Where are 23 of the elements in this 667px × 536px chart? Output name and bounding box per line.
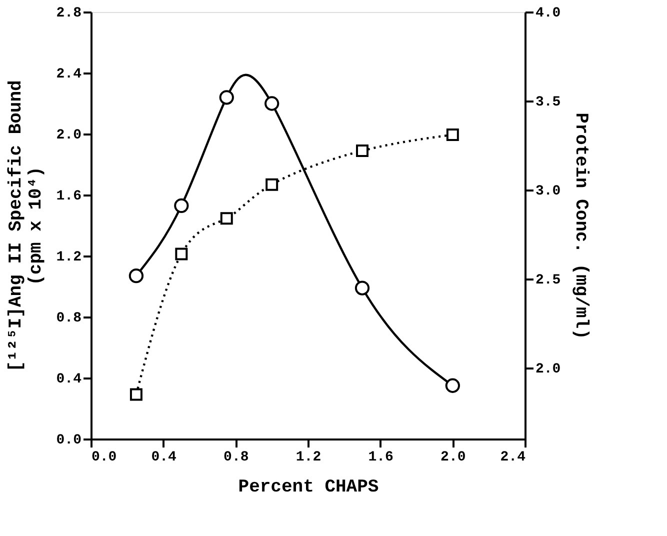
y-tick-label: 1.2 <box>56 250 82 266</box>
y2-axis-title: Protein Conc. (mg/ml) <box>570 112 591 340</box>
x-tick-label: 0.0 <box>92 450 117 466</box>
y-tick-label: 0.8 <box>56 310 82 326</box>
y2-tick-label: 4.0 <box>536 6 561 22</box>
y-tick-label: 2.4 <box>56 66 82 82</box>
y-tick-label: 2.8 <box>56 6 82 22</box>
x-tick-label: 0.8 <box>224 450 249 466</box>
x-tick-label: 0.4 <box>151 450 176 466</box>
x-tick-label: 2.0 <box>440 450 466 466</box>
y2-tick-label: 2.5 <box>536 272 561 288</box>
x-axis-title: Percent CHAPS <box>238 478 379 498</box>
y-tick-label: 2.0 <box>56 128 82 144</box>
y2-tick-label: 3.5 <box>536 94 561 110</box>
y-tick-label: 1.6 <box>56 188 82 204</box>
y-tick-label: 0.0 <box>56 432 82 448</box>
y-tick-label: 0.4 <box>56 372 82 388</box>
y-axis-title: [¹²⁵I]Ang II Specific Bound (cpm x 10⁴) <box>6 80 46 372</box>
x-tick-label: 2.4 <box>500 450 526 466</box>
x-tick-label: 1.6 <box>368 450 394 466</box>
x-tick-label: 1.2 <box>296 450 322 466</box>
y2-tick-label: 2.0 <box>536 361 561 378</box>
y2-tick-label: 3.0 <box>536 183 561 200</box>
